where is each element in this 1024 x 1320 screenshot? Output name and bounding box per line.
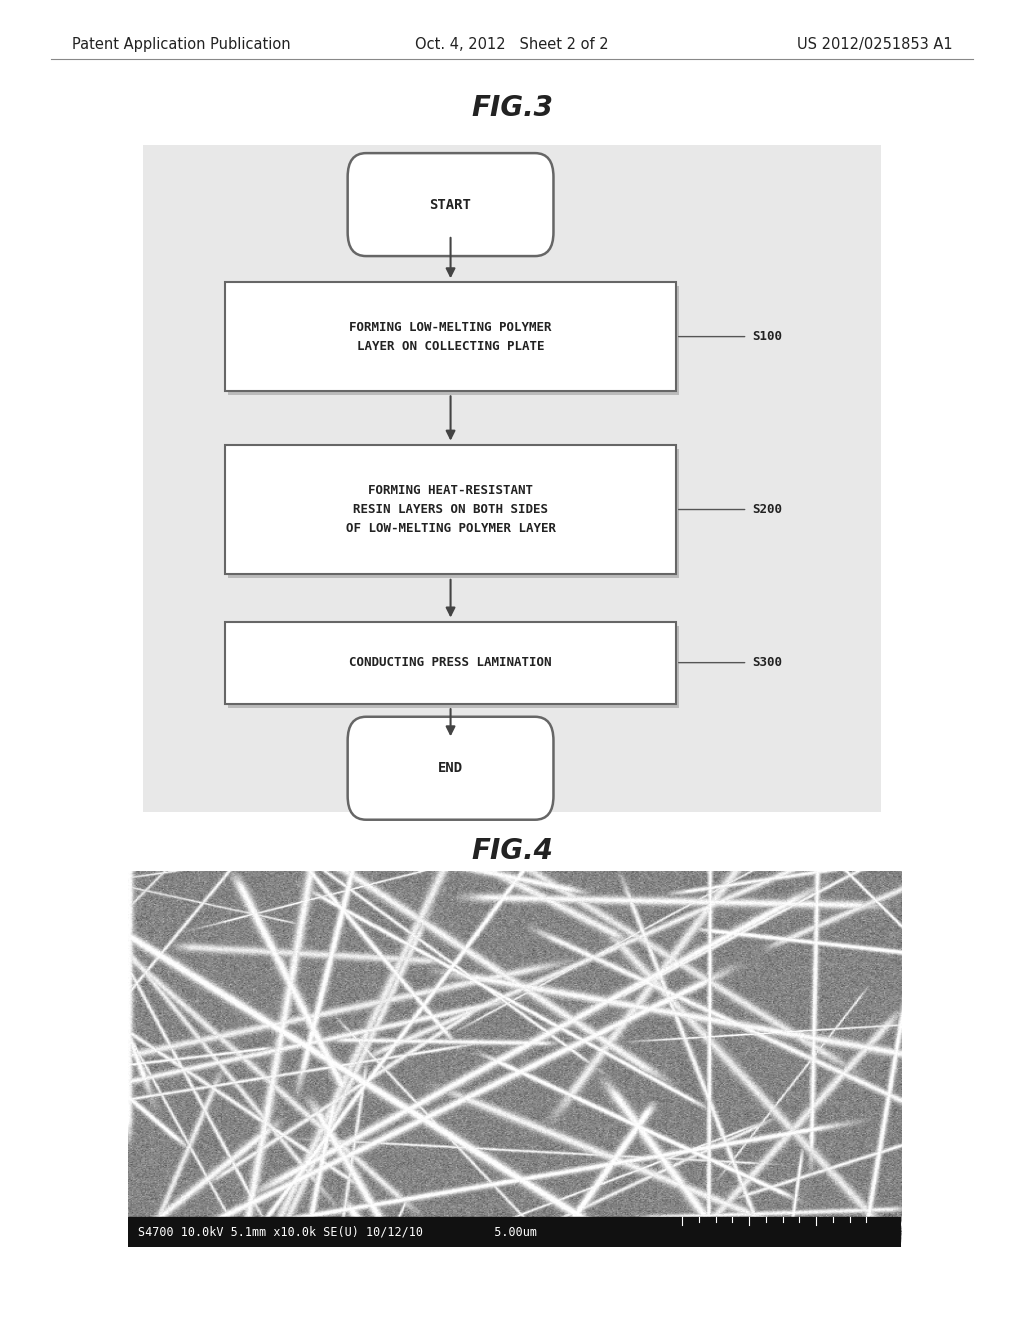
FancyBboxPatch shape (358, 168, 549, 249)
Text: FORMING HEAT-RESISTANT
RESIN LAYERS ON BOTH SIDES
OF LOW-MELTING POLYMER LAYER: FORMING HEAT-RESISTANT RESIN LAYERS ON B… (345, 484, 556, 535)
FancyBboxPatch shape (228, 626, 679, 708)
Bar (128, 1217, 901, 1247)
Text: START: START (430, 198, 471, 211)
Text: US 2012/0251853 A1: US 2012/0251853 A1 (797, 37, 952, 53)
Text: FIG.3: FIG.3 (471, 94, 553, 123)
FancyBboxPatch shape (347, 717, 553, 820)
Text: S200: S200 (753, 503, 782, 516)
FancyBboxPatch shape (228, 286, 679, 395)
Text: FORMING LOW-MELTING POLYMER
LAYER ON COLLECTING PLATE: FORMING LOW-MELTING POLYMER LAYER ON COL… (349, 321, 552, 352)
FancyBboxPatch shape (225, 445, 676, 574)
FancyBboxPatch shape (143, 145, 881, 812)
FancyBboxPatch shape (347, 153, 553, 256)
FancyBboxPatch shape (225, 282, 676, 391)
Text: S100: S100 (753, 330, 782, 343)
Text: FIG.4: FIG.4 (471, 837, 553, 866)
Text: S300: S300 (753, 656, 782, 669)
FancyBboxPatch shape (358, 731, 549, 813)
Text: Patent Application Publication: Patent Application Publication (72, 37, 291, 53)
Text: END: END (438, 762, 463, 775)
Text: CONDUCTING PRESS LAMINATION: CONDUCTING PRESS LAMINATION (349, 656, 552, 669)
FancyBboxPatch shape (228, 449, 679, 578)
Text: S4700 10.0kV 5.1mm x10.0k SE(U) 10/12/10          5.00um: S4700 10.0kV 5.1mm x10.0k SE(U) 10/12/10… (138, 1226, 538, 1239)
FancyBboxPatch shape (225, 622, 676, 704)
Text: Oct. 4, 2012   Sheet 2 of 2: Oct. 4, 2012 Sheet 2 of 2 (415, 37, 609, 53)
